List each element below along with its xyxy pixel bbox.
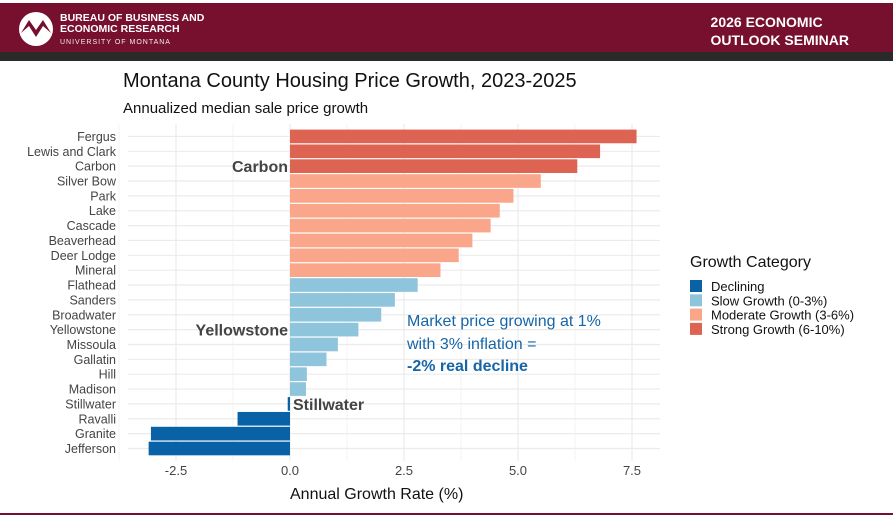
y-tick-label: Gallatin: [74, 353, 116, 367]
x-tick-label: 2.5: [395, 463, 413, 478]
y-tick-label: Fergus: [77, 130, 116, 144]
legend-title: Growth Category: [690, 254, 811, 271]
legend-swatch: [690, 322, 702, 335]
legend-entry: Declining: [711, 279, 764, 294]
bar-yellowstone: [290, 322, 359, 337]
bar-ravalli: [237, 411, 290, 426]
bar-lake: [290, 203, 500, 218]
y-tick-label: Missoula: [67, 338, 116, 352]
y-tick-label: Lewis and Clark: [27, 145, 117, 159]
seminar-line-2: OUTLOOK SEMINAR: [710, 32, 849, 48]
y-tick-label: Mineral: [75, 264, 116, 278]
highlight-label: Stillwater: [293, 397, 364, 414]
y-tick-label: Ravalli: [78, 412, 116, 426]
org-line-2: ECONOMIC RESEARCH: [60, 23, 180, 35]
y-tick-label: Jefferson: [65, 442, 116, 456]
y-tick-label: Hill: [99, 368, 116, 382]
annotation: Market price growing at 1% with 3% infla…: [406, 313, 601, 375]
header-banner: BUREAU OF BUSINESS AND ECONOMIC RESEARCH…: [0, 3, 893, 52]
divider-bar: [0, 52, 893, 61]
seminar-title: 2026 ECONOMIC OUTLOOK SEMINAR: [711, 13, 849, 49]
highlight-label: Yellowstone: [196, 323, 289, 340]
y-tick-label: Cascade: [67, 219, 116, 233]
bar-flathead: [290, 278, 418, 292]
y-tick-label: Lake: [89, 204, 116, 218]
bar-broadwater: [290, 307, 382, 322]
bar-jefferson: [148, 441, 290, 456]
bar-deer-lodge: [290, 248, 459, 263]
bar-mineral: [290, 263, 441, 277]
bars: [148, 129, 637, 456]
legend-swatch: [690, 308, 702, 321]
y-tick-label: Silver Bow: [57, 175, 117, 189]
legend-swatch: [690, 294, 702, 307]
x-tick-label: 5.0: [509, 463, 527, 478]
bar-lewis-and-clark: [290, 144, 601, 159]
y-tick-label: Stillwater: [65, 397, 116, 411]
chart-title: Montana County Housing Price Growth, 202…: [123, 70, 577, 92]
x-axis-label: Annual Growth Rate (%): [290, 486, 463, 503]
annotation-line-3: -2% real decline: [407, 358, 528, 375]
bar-missoula: [290, 337, 338, 352]
bar-hill: [290, 367, 307, 382]
bar-madison: [290, 382, 306, 396]
chart-subtitle: Annualized median sale price growth: [123, 100, 368, 117]
y-tick-label: Yellowstone: [50, 323, 116, 337]
bottom-border: [0, 513, 893, 515]
highlight-labels: Carbon Yellowstone Stillwater: [196, 159, 365, 414]
y-tick-label: Madison: [69, 383, 116, 397]
bar-sanders: [290, 293, 395, 307]
y-tick-label: Deer Lodge: [51, 249, 116, 263]
y-tick-label: Sanders: [69, 293, 116, 307]
y-tick-label: Granite: [75, 427, 116, 441]
bar-stillwater: [287, 397, 290, 411]
y-tick-label: Flathead: [67, 279, 116, 293]
y-tick-label: Beaverhead: [49, 234, 116, 248]
bar-granite: [150, 426, 290, 441]
organization-name: BUREAU OF BUSINESS AND ECONOMIC RESEARCH…: [60, 13, 204, 48]
bar-park: [290, 189, 514, 203]
x-axis-ticks: -2.5 0.0 2.5 5.0 7.5: [165, 463, 641, 478]
seminar-line-1: 2026 ECONOMIC: [710, 14, 823, 30]
highlight-label: Carbon: [232, 159, 288, 176]
org-line-1: BUREAU OF BUSINESS AND: [60, 12, 205, 24]
bar-silver-bow: [290, 174, 541, 188]
bar-beaverhead: [290, 233, 473, 248]
bar-carbon: [290, 159, 578, 173]
legend-entry: Strong Growth (6-10%): [711, 322, 845, 337]
bber-logo-icon: [19, 12, 53, 46]
annotation-line-1: Market price growing at 1%: [407, 313, 601, 330]
org-subtitle: UNIVERSITY OF MONTANA: [60, 39, 171, 46]
y-tick-label: Park: [90, 189, 116, 203]
bar-cascade: [290, 218, 491, 233]
legend-entry: Moderate Growth (3-6%): [711, 308, 854, 323]
x-tick-label: 7.5: [623, 463, 641, 478]
annotation-line-2: with 3% inflation =: [406, 336, 536, 353]
legend-entry: Slow Growth (0-3%): [711, 293, 827, 308]
y-tick-label: Broadwater: [52, 308, 116, 322]
legend-swatch: [690, 280, 702, 292]
x-tick-label: -2.5: [165, 463, 187, 478]
x-tick-label: 0.0: [281, 463, 299, 478]
bar-gallatin: [290, 352, 327, 367]
y-tick-label: Carbon: [75, 160, 116, 174]
bar-fergus: [290, 129, 637, 144]
